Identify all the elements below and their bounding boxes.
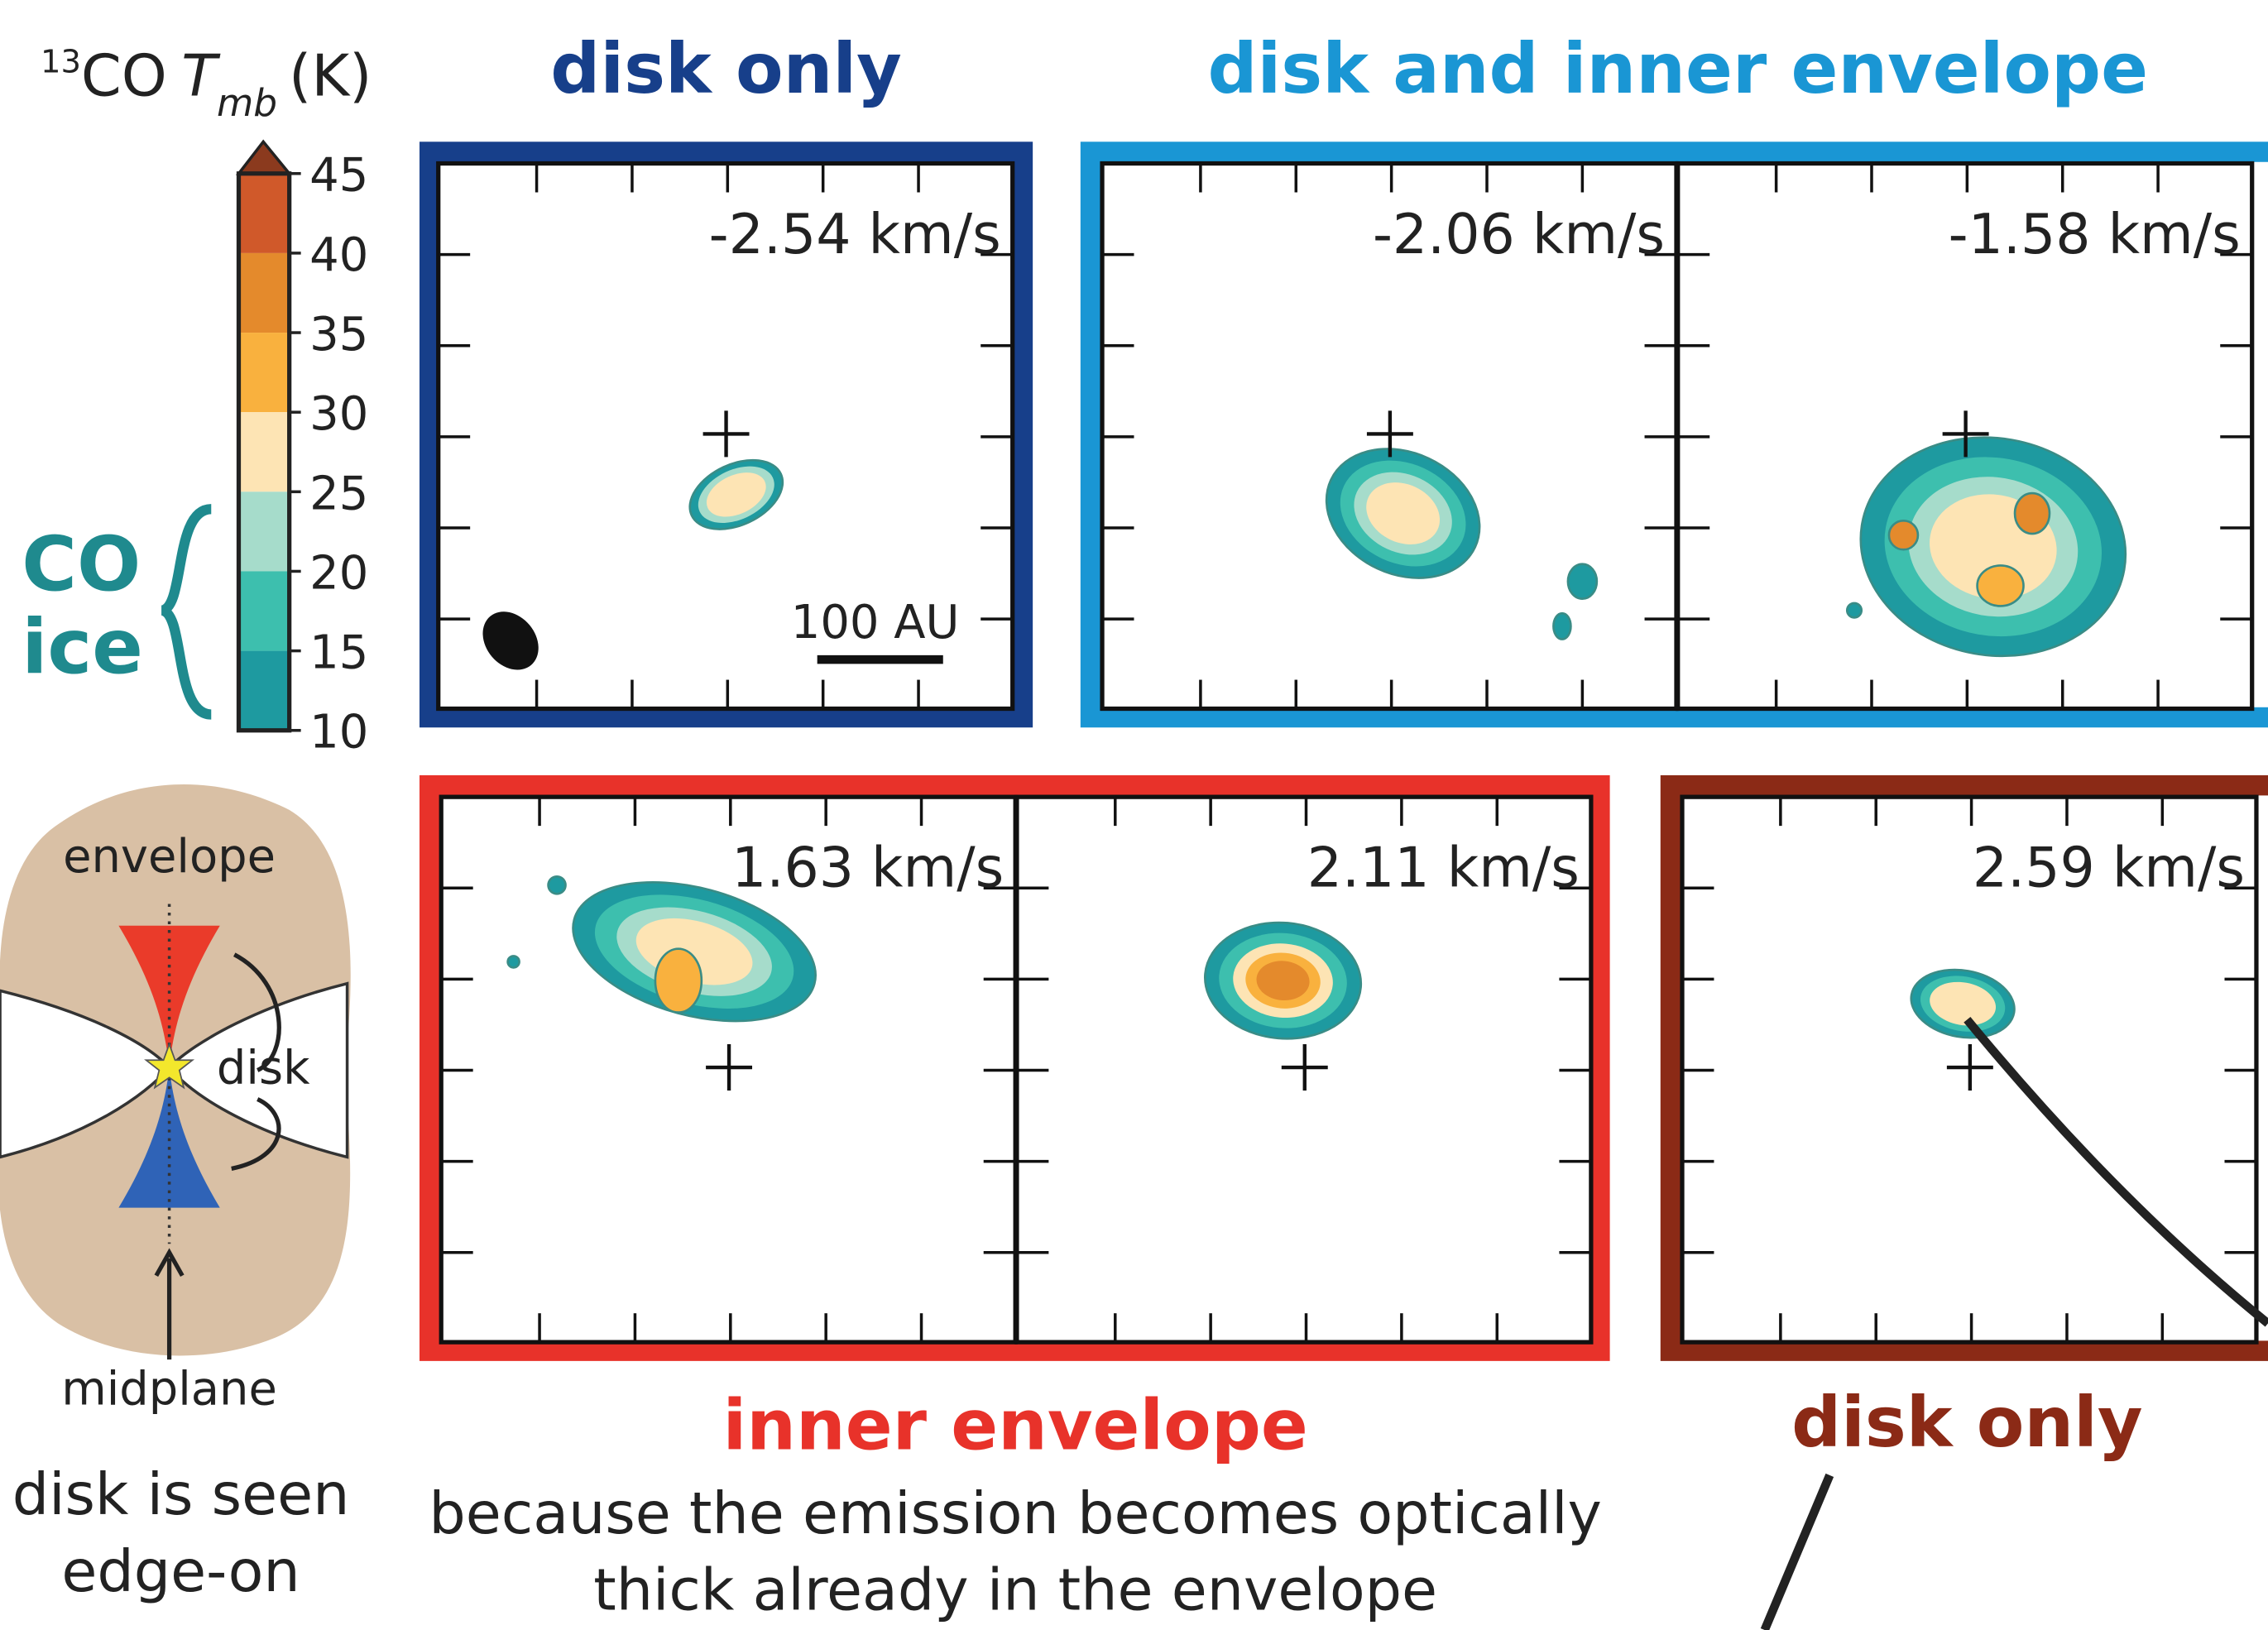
figure: 13COTmb(K) 4540353025201510 CO ice disk … [0,0,2268,1630]
colorbar-extend [238,141,289,173]
colorbar-segment [238,491,289,571]
emission-contour [655,949,702,1013]
emission-contour [1889,520,1918,549]
brace [162,509,211,714]
midplane-label: midplane [61,1362,277,1416]
envelope-label: envelope [63,830,276,884]
emission-contour [1847,603,1861,617]
explanation-line: because the emission becomes optically [429,1480,1601,1547]
panels: -2.54 km/s -2.06 km/s -1.58 km/s 1.63 km/s 2… [429,152,2268,1351]
emission-contour [1978,565,2024,606]
emission-contour [2015,493,2050,534]
emission-contour [1553,613,1570,639]
title-sup: 13 [41,43,81,80]
caption-line: disk is seen [12,1461,350,1528]
colorbar-segment [238,412,289,491]
velocity-label: 2.11 km/s [1307,836,1580,900]
group-title: inner envelope [723,1384,1308,1465]
colorbar-tick-label: 20 [309,546,368,600]
emission-contour [549,876,566,894]
colorbar: 45 40 35 30 25 20 15 10 [238,141,368,759]
colorbar-tick-label: 35 [309,308,368,362]
title-main: CO [81,42,167,109]
velocity-label: -2.54 km/s [709,202,1001,266]
group-title: disk only [550,28,902,109]
colorbar-tick-label: 10 [309,706,368,760]
emission-contour [1568,564,1597,599]
emission-contour [508,956,520,967]
group-title: disk only [1791,1382,2143,1463]
scale-label: 100 AU [791,596,960,650]
title-sub: mb [217,81,277,125]
velocity-label: -1.58 km/s [1949,202,2241,266]
explanation-line: thick already in the envelope [593,1557,1437,1624]
colorbar-segment [238,571,289,650]
colorbar-tick-label: 30 [309,387,368,441]
colorbar-segment [238,651,289,731]
velocity-label: 2.59 km/s [1973,836,2245,900]
disk-label: disk [217,1041,310,1095]
co-label: CO [22,521,141,608]
colorbar-segment [238,253,289,333]
colorbar-tick-label: 15 [309,626,368,680]
caption-line: edge-on [61,1538,300,1605]
diagram: envelope disk midplane disk is seen edge… [0,784,351,1605]
colorbar-tick-label: 45 [309,149,368,203]
colorbar-tick-label: 40 [309,228,368,282]
colorbar-tick-label: 25 [309,467,368,520]
colorbar-segment [238,333,289,412]
ice-label: ice [22,604,143,691]
velocity-label: -2.06 km/s [1373,202,1665,266]
title-unit: (K) [289,42,372,109]
velocity-label: 1.63 km/s [731,836,1004,900]
title-italic: T [181,42,221,109]
colorbar-segment [238,174,289,253]
group-title: disk and inner envelope [1207,28,2148,109]
